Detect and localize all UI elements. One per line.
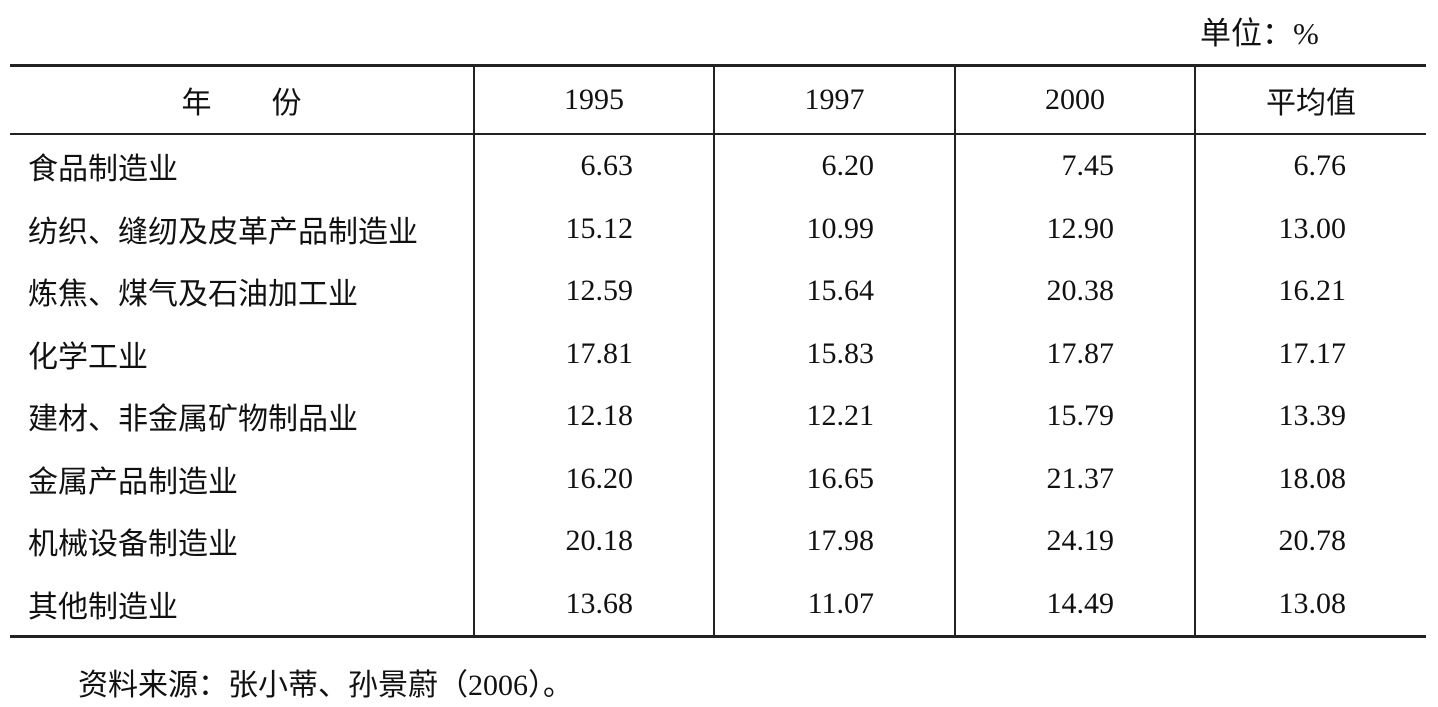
- value-cell: 14.49: [954, 572, 1195, 637]
- table-row: 化学工业 17.81 15.83 17.87 17.17: [10, 322, 1426, 385]
- table-row: 纺织、缝纫及皮革产品制造业 15.12 10.99 12.90 13.00: [10, 197, 1426, 260]
- table-row: 炼焦、煤气及石油加工业 12.59 15.64 20.38 16.21: [10, 260, 1426, 323]
- value-cell: 6.20: [713, 134, 955, 198]
- value-cell: 15.64: [713, 260, 955, 323]
- header-cell: 年 份: [10, 65, 474, 135]
- table-row: 建材、非金属矿物制品业 12.18 12.21 15.79 13.39: [10, 385, 1426, 448]
- value-cell: 12.18: [473, 385, 714, 448]
- value-cell: 13.00: [1194, 197, 1426, 260]
- value-cell: 18.08: [1194, 447, 1426, 510]
- value-cell: 21.37: [954, 447, 1195, 510]
- value-cell: 17.81: [473, 322, 714, 385]
- row-label: 机械设备制造业: [28, 528, 238, 562]
- value-cell: 20.78: [1194, 510, 1426, 573]
- row-label: 建材、非金属矿物制品业: [28, 403, 358, 437]
- value-cell: 24.19: [954, 510, 1195, 573]
- header-cell: 1995: [473, 65, 714, 135]
- table-body: 食品制造业 6.63 6.20 7.45 6.76 纺织、缝纫及皮革产品制造业 15.12 1…: [10, 134, 1426, 637]
- row-label: 化学工业: [28, 340, 148, 374]
- value-cell: 13.08: [1194, 572, 1426, 637]
- value-cell: 6.76: [1194, 134, 1426, 198]
- table-row: 食品制造业 6.63 6.20 7.45 6.76: [10, 134, 1426, 198]
- value-cell: 12.59: [473, 260, 714, 323]
- value-cell: 12.21: [713, 385, 955, 448]
- value-cell: 7.45: [954, 134, 1195, 198]
- value-cell: 15.83: [713, 322, 955, 385]
- source-note: 资料来源：张小蒂、孙景蔚（2006）。: [78, 669, 573, 702]
- value-cell: 6.63: [473, 134, 714, 198]
- unit-note: 单位：%: [1200, 16, 1319, 51]
- value-cell: 16.20: [473, 447, 714, 510]
- value-cell: 12.90: [954, 197, 1195, 260]
- value-cell: 16.65: [713, 447, 955, 510]
- row-label: 炼焦、煤气及石油加工业: [28, 278, 358, 312]
- value-cell: 20.38: [954, 260, 1195, 323]
- value-cell: 10.99: [713, 197, 955, 260]
- value-cell: 17.98: [713, 510, 955, 573]
- row-label: 金属产品制造业: [28, 465, 238, 499]
- value-cell: 20.18: [473, 510, 714, 573]
- value-cell: 11.07: [713, 572, 955, 637]
- header-cell: 2000: [954, 65, 1195, 135]
- header-cell: 1997: [713, 65, 955, 135]
- header-row: 年 份 1995 1997 2000 平均值: [10, 65, 1426, 135]
- header-cell: 平均值: [1194, 65, 1426, 135]
- value-cell: 17.17: [1194, 322, 1426, 385]
- value-cell: 13.39: [1194, 385, 1426, 448]
- row-label: 纺织、缝纫及皮革产品制造业: [28, 215, 418, 249]
- table-row: 机械设备制造业 20.18 17.98 24.19 20.78: [10, 510, 1426, 573]
- table-row: 金属产品制造业 16.20 16.65 21.37 18.08: [10, 447, 1426, 510]
- value-cell: 15.79: [954, 385, 1195, 448]
- value-cell: 13.68: [473, 572, 714, 637]
- data-table: 年 份 1995 1997 2000 平均值 食品制造业 6.63 6.20 7.45 6.76…: [10, 64, 1426, 638]
- row-label: 食品制造业: [28, 153, 178, 187]
- value-cell: 17.87: [954, 322, 1195, 385]
- row-label: 其他制造业: [28, 590, 178, 624]
- table-row: 其他制造业 13.68 11.07 14.49 13.08: [10, 572, 1426, 637]
- value-cell: 16.21: [1194, 260, 1426, 323]
- value-cell: 15.12: [473, 197, 714, 260]
